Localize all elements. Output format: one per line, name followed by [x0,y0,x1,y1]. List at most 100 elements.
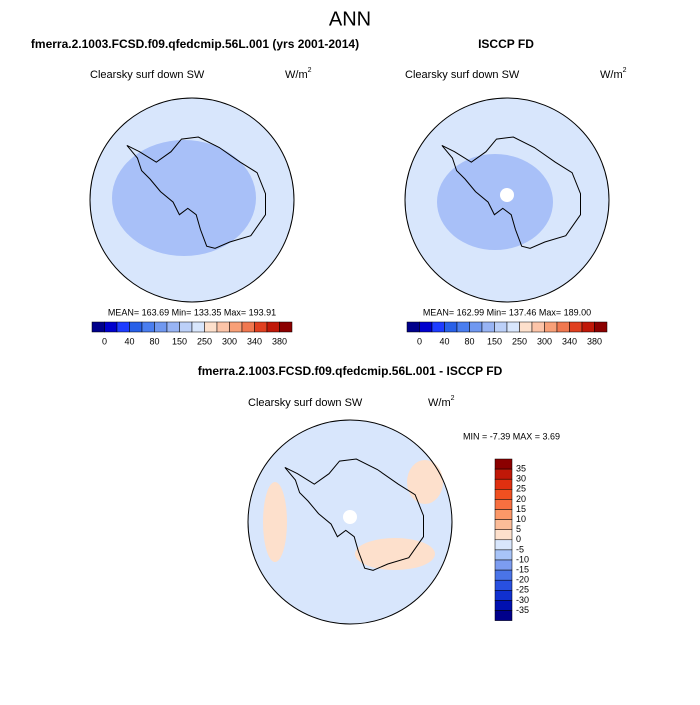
colorbar-box [481,321,495,333]
variable-label: Clearsky surf down SW [405,69,520,81]
map-region [407,460,443,504]
colorbar-label: 150 [172,336,187,346]
colorbar-label: -35 [516,605,529,615]
colorbar-box [594,321,608,333]
colorbar-box [569,321,583,333]
map-border [89,97,295,303]
units: W/m2 [285,67,312,81]
figure-title: ANN [329,8,371,30]
colorbar-label: -30 [516,595,529,605]
colorbar-box [494,489,513,500]
map-region [112,140,256,256]
colorbar-box [91,321,105,333]
missing-data [500,188,514,202]
colorbar-label: -25 [516,585,529,595]
colorbar-label: -20 [516,575,529,585]
colorbar-label: 40 [439,336,449,346]
colorbar-box [419,321,433,333]
colorbar-box [229,321,243,333]
colorbar-box [519,321,533,333]
colorbar-box [116,321,130,333]
missing-data [343,510,357,524]
colorbar-label: 15 [516,504,526,514]
colorbar-label: -5 [516,544,524,554]
colorbar-label: 300 [222,336,237,346]
colorbar-box [166,321,180,333]
colorbar-label: 5 [516,524,521,534]
map-border [247,419,453,625]
colorbar-label: -10 [516,554,529,564]
colorbar-label: 10 [516,514,526,524]
colorbar-box [456,321,470,333]
colorbar-label: 80 [149,336,159,346]
colorbar-box [494,529,513,541]
colorbar-box [494,559,513,571]
colorbar-label: 80 [464,336,474,346]
colorbar-box [191,321,205,333]
colorbar-label: 300 [537,336,552,346]
colorbar-box [444,321,458,333]
map-region [355,538,435,570]
variable-label: Clearsky surf down SW [248,397,363,409]
colorbar-box [431,321,445,333]
colorbar-label: 0 [417,336,422,346]
colorbar-label: -15 [516,564,529,574]
coastline [126,136,266,249]
colorbar-label: 250 [512,336,527,346]
colorbar-label: 40 [124,336,134,346]
colorbar-box [254,321,268,333]
colorbar-box [531,321,545,333]
stats: MEAN= 163.69 Min= 133.35 Max= 193.91 [108,307,276,317]
colorbar-box [494,468,513,480]
stats: MIN = -7.39 MAX = 3.69 [463,431,560,441]
colorbar-box [494,321,508,333]
colorbar-box [494,478,513,490]
colorbar-box [266,321,280,333]
colorbar-box [279,321,293,333]
variable-label: Clearsky surf down SW [90,69,205,81]
colorbar-label: 340 [247,336,262,346]
colorbar-label: 250 [197,336,212,346]
colorbar-box [216,321,230,333]
colorbar-box [469,321,483,333]
colorbar-box [494,579,513,591]
colorbar-box [556,321,570,333]
colorbar-box [494,549,513,561]
map-region [263,482,287,562]
map-border [404,97,610,303]
colorbar-box [406,321,420,333]
colorbar-label: 25 [516,484,526,494]
colorbar-box [494,499,513,510]
colorbar-box [204,321,218,333]
colorbar-label: 380 [587,336,602,346]
colorbar-box [581,321,595,333]
colorbar-box [494,600,513,611]
colorbar-label: 35 [516,463,526,473]
stats: MEAN= 162.99 Min= 137.46 Max= 189.00 [423,307,591,317]
colorbar-box [506,321,520,333]
colorbar-box [494,610,513,621]
colorbar-box [179,321,193,333]
colorbar-box [104,321,118,333]
colorbar-box [494,509,513,520]
colorbar-box [494,590,513,601]
colorbar-box [241,321,255,333]
colorbar-label: 340 [562,336,577,346]
coastline [284,458,424,571]
colorbar-label: 20 [516,494,526,504]
panel-title: fmerra.2.1003.FCSD.f09.qfedcmip.56L.001 … [198,364,503,378]
units: W/m2 [600,67,627,81]
colorbar-box [494,458,513,470]
colorbar-label: 380 [272,336,287,346]
panel-title: ISCCP FD [478,37,534,51]
map-region [437,154,553,250]
colorbar-label: 150 [487,336,502,346]
colorbar-box [494,519,513,530]
colorbar-box [494,569,513,581]
colorbar-box [494,539,513,551]
colorbar-box [141,321,155,333]
coastline [441,136,581,249]
colorbar-box [129,321,143,333]
panel-title: fmerra.2.1003.FCSD.f09.qfedcmip.56L.001 … [31,37,359,51]
colorbar-label: 0 [102,336,107,346]
